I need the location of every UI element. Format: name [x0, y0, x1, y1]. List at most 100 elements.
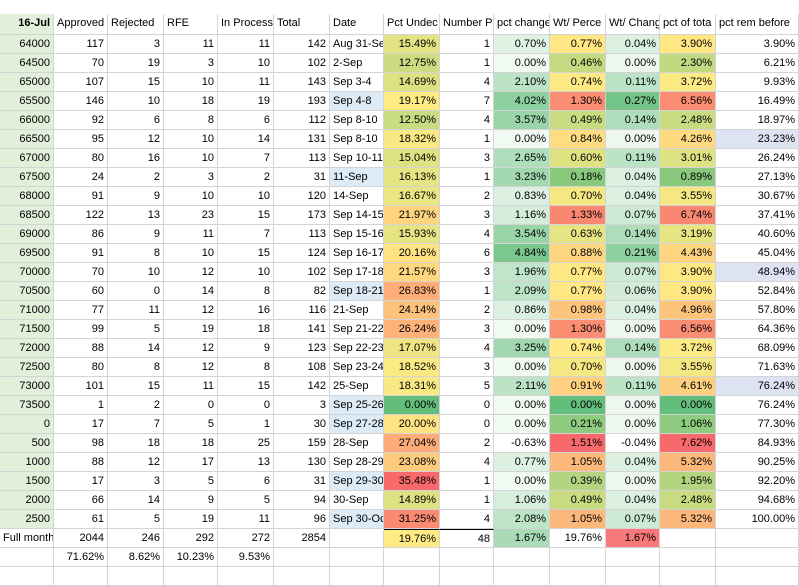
- cell-number-p[interactable]: 1: [440, 35, 494, 54]
- total-approved[interactable]: 2044: [54, 529, 108, 548]
- cell-in-process[interactable]: 19: [218, 92, 274, 111]
- pct-total[interactable]: [274, 548, 330, 567]
- cell-rfe[interactable]: 12: [164, 301, 218, 320]
- cell-pct-rem-before[interactable]: 68.09%: [716, 339, 799, 358]
- cell-approved[interactable]: 24: [54, 168, 108, 187]
- cell-pct-of-total[interactable]: 6.74%: [660, 206, 716, 225]
- header-rejected[interactable]: Rejected: [108, 14, 164, 35]
- cell-wt-change[interactable]: 0.00%: [606, 415, 660, 434]
- cell-id[interactable]: 64000: [0, 35, 54, 54]
- cell-approved[interactable]: 122: [54, 206, 108, 225]
- cell-id[interactable]: 71500: [0, 320, 54, 339]
- cell-pct-rem-before[interactable]: 40.60%: [716, 225, 799, 244]
- cell-number-p[interactable]: 5: [440, 377, 494, 396]
- cell-wt-percent[interactable]: 0.18%: [550, 168, 606, 187]
- cell-wt-percent[interactable]: 0.77%: [550, 263, 606, 282]
- cell-rejected[interactable]: 12: [108, 130, 164, 149]
- cell-id[interactable]: 2000: [0, 491, 54, 510]
- cell-wt-percent[interactable]: 0.74%: [550, 73, 606, 92]
- cell-date[interactable]: Sep 8-10: [330, 111, 384, 130]
- cell-wt-change[interactable]: 0.00%: [606, 358, 660, 377]
- cell-rfe[interactable]: 10: [164, 73, 218, 92]
- cell-wt-percent[interactable]: 0.21%: [550, 415, 606, 434]
- cell-pct-of-total[interactable]: 2.30%: [660, 54, 716, 73]
- cell-in-process[interactable]: 8: [218, 282, 274, 301]
- cell-id[interactable]: 72500: [0, 358, 54, 377]
- cell-number-p[interactable]: 2: [440, 434, 494, 453]
- pct-pct-undecided[interactable]: [384, 548, 440, 567]
- cell-in-process[interactable]: 10: [218, 187, 274, 206]
- cell-wt-percent[interactable]: 1.33%: [550, 206, 606, 225]
- cell-pct-of-total[interactable]: 0.89%: [660, 168, 716, 187]
- cell-id[interactable]: 72000: [0, 339, 54, 358]
- cell-wt-percent[interactable]: 1.30%: [550, 320, 606, 339]
- cell-pct-of-total[interactable]: 2.48%: [660, 491, 716, 510]
- cell-wt-percent[interactable]: 1.05%: [550, 510, 606, 529]
- pct-in-process[interactable]: 9.53%: [218, 548, 274, 567]
- total-pct-of-total[interactable]: [660, 529, 716, 548]
- cell-pct-of-total[interactable]: 4.26%: [660, 130, 716, 149]
- cell-rejected[interactable]: 10: [108, 92, 164, 111]
- cell-rfe[interactable]: 12: [164, 358, 218, 377]
- cell-rfe[interactable]: 14: [164, 282, 218, 301]
- cell-pct-change[interactable]: 1.16%: [494, 206, 550, 225]
- cell-pct-change[interactable]: 4.02%: [494, 92, 550, 111]
- cell-pct-of-total[interactable]: 3.90%: [660, 35, 716, 54]
- cell-approved[interactable]: 91: [54, 187, 108, 206]
- total-rejected[interactable]: 246: [108, 529, 164, 548]
- cell-pct-change[interactable]: 2.09%: [494, 282, 550, 301]
- cell-total[interactable]: 96: [274, 510, 330, 529]
- cell-pct-undecided[interactable]: 26.24%: [384, 320, 440, 339]
- cell-date[interactable]: Sep 17-18: [330, 263, 384, 282]
- cell-pct-change[interactable]: 3.23%: [494, 168, 550, 187]
- cell-pct-undecided[interactable]: 23.08%: [384, 453, 440, 472]
- cell-rfe[interactable]: 3: [164, 168, 218, 187]
- empty-cell[interactable]: [440, 567, 494, 586]
- cell-wt-change[interactable]: 0.27%: [606, 92, 660, 111]
- cell-pct-rem-before[interactable]: 6.21%: [716, 54, 799, 73]
- cell-pct-rem-before[interactable]: 84.93%: [716, 434, 799, 453]
- cell-in-process[interactable]: 7: [218, 149, 274, 168]
- cell-approved[interactable]: 95: [54, 130, 108, 149]
- cell-rejected[interactable]: 6: [108, 111, 164, 130]
- cell-pct-rem-before[interactable]: 16.49%: [716, 92, 799, 111]
- cell-id[interactable]: 2500: [0, 510, 54, 529]
- cell-pct-rem-before[interactable]: 71.63%: [716, 358, 799, 377]
- cell-pct-rem-before[interactable]: 57.80%: [716, 301, 799, 320]
- cell-wt-percent[interactable]: 0.63%: [550, 225, 606, 244]
- cell-total[interactable]: 131: [274, 130, 330, 149]
- cell-number-p[interactable]: 3: [440, 206, 494, 225]
- cell-pct-of-total[interactable]: 4.96%: [660, 301, 716, 320]
- cell-in-process[interactable]: 6: [218, 111, 274, 130]
- cell-pct-change[interactable]: 0.00%: [494, 358, 550, 377]
- empty-cell[interactable]: [164, 567, 218, 586]
- cell-in-process[interactable]: 13: [218, 453, 274, 472]
- cell-pct-rem-before[interactable]: 3.90%: [716, 35, 799, 54]
- cell-id[interactable]: 67500: [0, 168, 54, 187]
- cell-approved[interactable]: 101: [54, 377, 108, 396]
- cell-number-p[interactable]: 4: [440, 111, 494, 130]
- header-id[interactable]: 16-Jul: [0, 14, 54, 35]
- header-wt-percent[interactable]: Wt/ Perce: [550, 14, 606, 35]
- empty-cell[interactable]: [330, 567, 384, 586]
- cell-pct-undecided[interactable]: 16.13%: [384, 168, 440, 187]
- cell-approved[interactable]: 80: [54, 358, 108, 377]
- cell-approved[interactable]: 70: [54, 54, 108, 73]
- cell-in-process[interactable]: 16: [218, 301, 274, 320]
- cell-pct-of-total[interactable]: 6.56%: [660, 320, 716, 339]
- cell-approved[interactable]: 107: [54, 73, 108, 92]
- cell-wt-percent[interactable]: 0.98%: [550, 301, 606, 320]
- cell-date[interactable]: Sep 22-23: [330, 339, 384, 358]
- cell-total[interactable]: 143: [274, 73, 330, 92]
- cell-in-process[interactable]: 25: [218, 434, 274, 453]
- cell-rfe[interactable]: 10: [164, 130, 218, 149]
- cell-wt-change[interactable]: 0.04%: [606, 35, 660, 54]
- cell-pct-of-total[interactable]: 2.48%: [660, 111, 716, 130]
- cell-rejected[interactable]: 15: [108, 73, 164, 92]
- cell-wt-percent[interactable]: 0.39%: [550, 472, 606, 491]
- cell-pct-undecided[interactable]: 16.67%: [384, 187, 440, 206]
- cell-wt-change[interactable]: 0.00%: [606, 54, 660, 73]
- cell-rejected[interactable]: 19: [108, 54, 164, 73]
- cell-pct-rem-before[interactable]: 76.24%: [716, 377, 799, 396]
- cell-total[interactable]: 82: [274, 282, 330, 301]
